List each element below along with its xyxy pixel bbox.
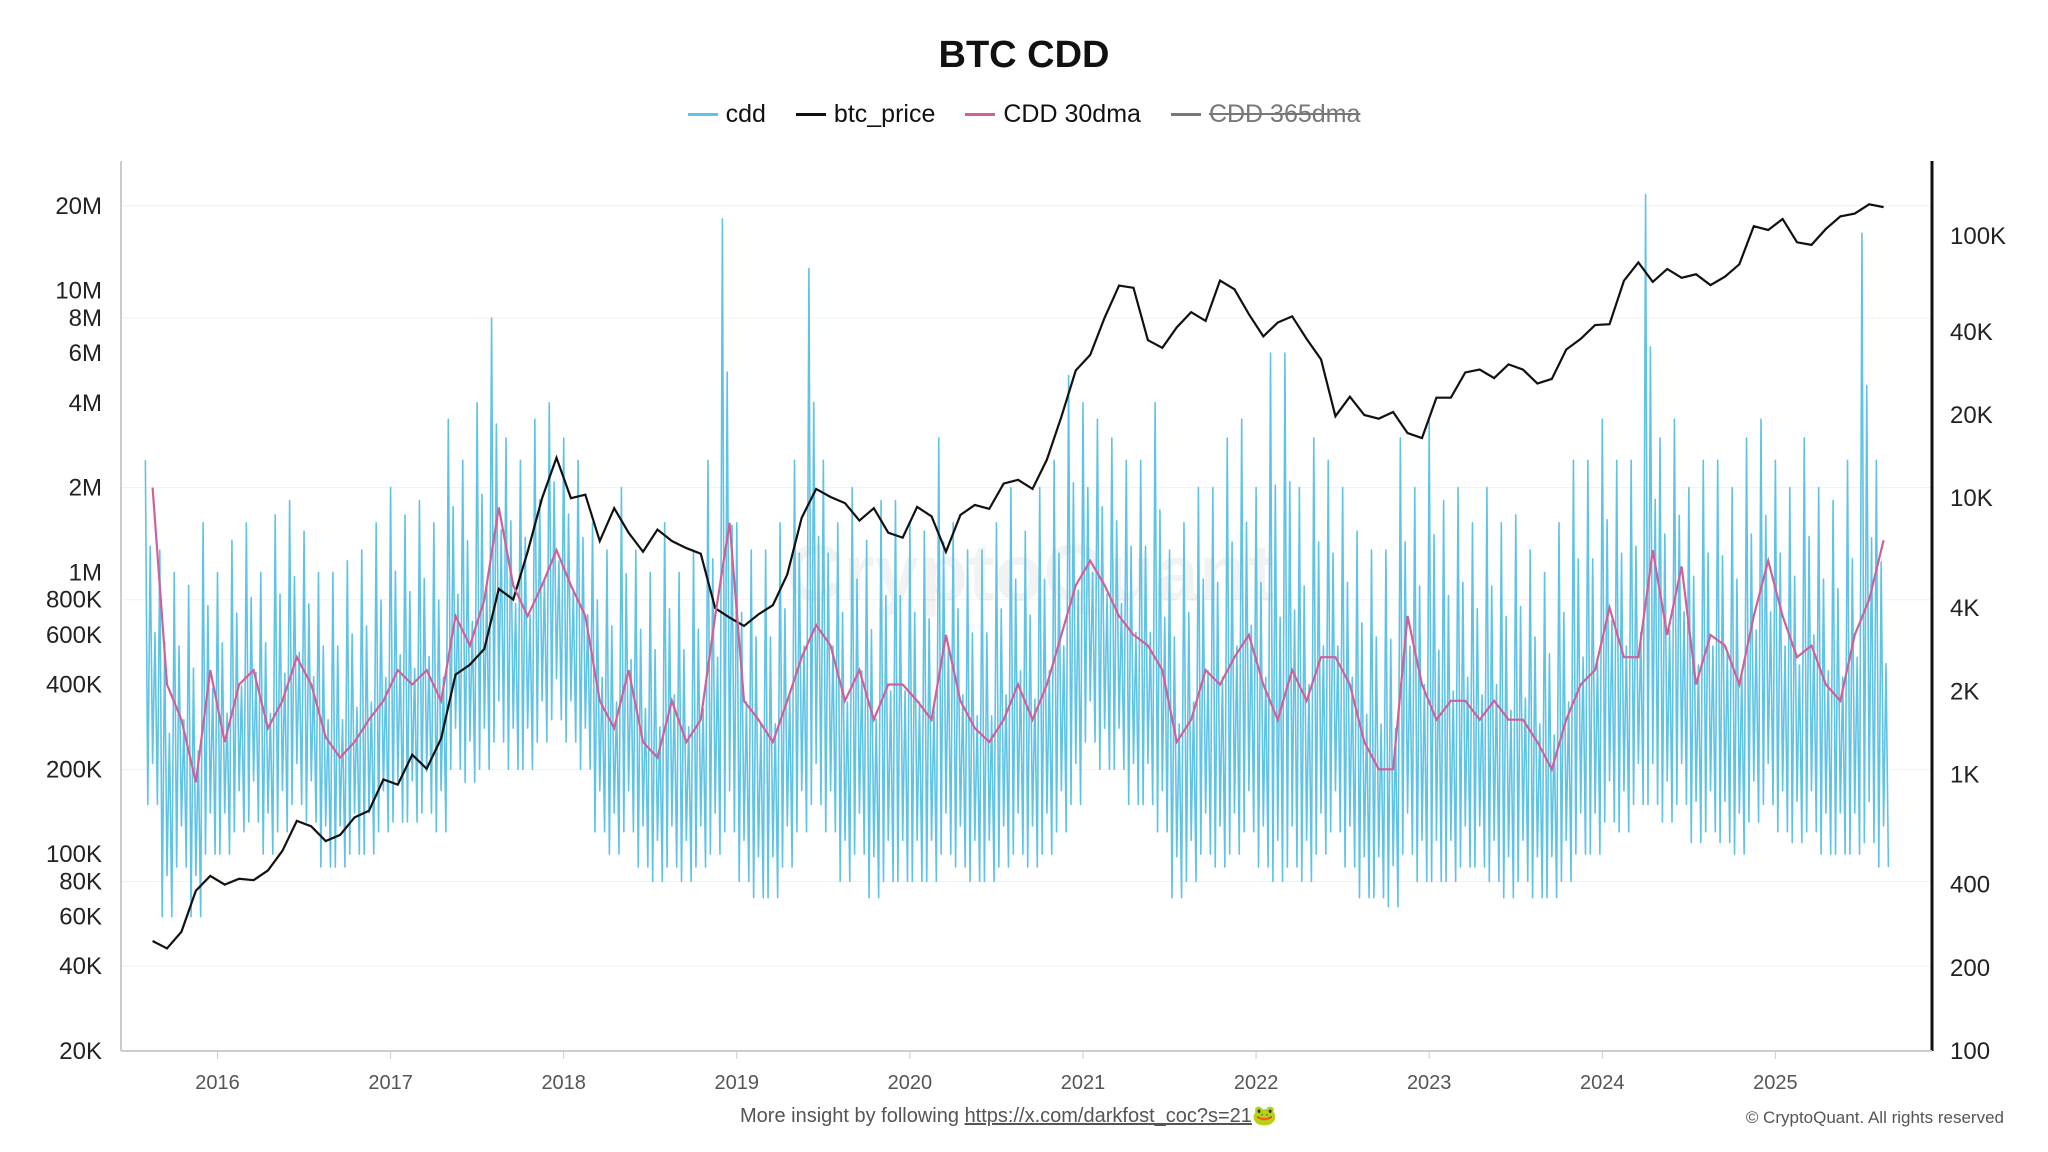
legend-label: cdd: [725, 100, 766, 128]
x-tick-label: 2021: [1061, 1072, 1106, 1094]
legend-label: CDD 365dma: [1208, 100, 1361, 128]
legend-swatch: [1170, 113, 1201, 116]
legend-swatch: [795, 113, 826, 116]
chart-title: BTC CDD: [938, 34, 1110, 76]
watermark: CryptoQuant: [786, 528, 1275, 617]
left-tick-label: 600K: [46, 622, 102, 649]
x-tick-label: 2022: [1234, 1072, 1279, 1094]
right-tick-label: 2K: [1950, 678, 1979, 705]
right-tick-label: 10K: [1950, 485, 1993, 512]
right-tick-label: 40K: [1950, 319, 1993, 346]
right-tick-label: 1K: [1950, 762, 1979, 789]
legend-label: btc_price: [833, 100, 936, 128]
legend-swatch: [965, 113, 996, 116]
legend-swatch: [687, 113, 718, 116]
left-tick-label: 8M: [69, 305, 102, 332]
copyright: © CryptoQuant. All rights reserved: [1745, 1108, 2004, 1127]
left-tick-label: 20K: [59, 1038, 102, 1065]
x-tick-label: 2025: [1753, 1072, 1798, 1094]
x-tick-label: 2020: [888, 1072, 933, 1094]
left-tick-label: 4M: [69, 390, 102, 417]
left-tick-label: 800K: [46, 587, 102, 614]
right-tick-label: 100K: [1950, 223, 2006, 250]
left-tick-label: 60K: [59, 904, 102, 931]
right-tick-label: 100: [1950, 1038, 1990, 1065]
right-tick-label: 200: [1950, 955, 1990, 982]
x-tick-label: 2017: [368, 1072, 413, 1094]
legend-label: CDD 30dma: [1003, 100, 1141, 128]
left-tick-label: 40K: [59, 953, 102, 980]
left-tick-label: 400K: [46, 671, 102, 698]
right-tick-label: 20K: [1950, 402, 1993, 429]
x-tick-label: 2016: [195, 1072, 240, 1094]
footer: More insight by following https://x.com/…: [740, 1103, 1277, 1128]
x-tick-label: 2023: [1407, 1072, 1452, 1094]
legend-item-btc-price[interactable]: btc_price: [795, 100, 936, 129]
legend-item-cdd[interactable]: cdd: [687, 100, 766, 129]
legend-item-cdd-30dma[interactable]: CDD 30dma: [965, 100, 1141, 129]
legend: cdd btc_price CDD 30dma CDD 365dma: [0, 100, 2048, 129]
left-tick-label: 1M: [69, 559, 102, 586]
left-tick-label: 2M: [69, 475, 102, 502]
left-tick-label: 6M: [69, 340, 102, 367]
footer-link[interactable]: https://x.com/darkfost_coc?s=21: [964, 1105, 1252, 1127]
left-tick-label: 100K: [46, 841, 102, 868]
footer-prefix: More insight by following: [740, 1105, 959, 1127]
right-tick-label: 400: [1950, 872, 1990, 899]
x-tick-label: 2018: [541, 1072, 586, 1094]
x-tick-label: 2024: [1580, 1072, 1625, 1094]
right-tick-label: 4K: [1950, 595, 1979, 622]
left-tick-label: 200K: [46, 756, 102, 783]
frog-emoji-icon: 🐸: [1251, 1105, 1277, 1127]
series-cdd-line: [144, 193, 1890, 918]
left-tick-label: 80K: [59, 868, 102, 895]
left-tick-label: 20M: [55, 193, 102, 220]
legend-item-cdd-365dma[interactable]: CDD 365dma: [1170, 100, 1361, 129]
left-tick-label: 10M: [55, 278, 102, 305]
x-tick-label: 2019: [715, 1072, 760, 1094]
